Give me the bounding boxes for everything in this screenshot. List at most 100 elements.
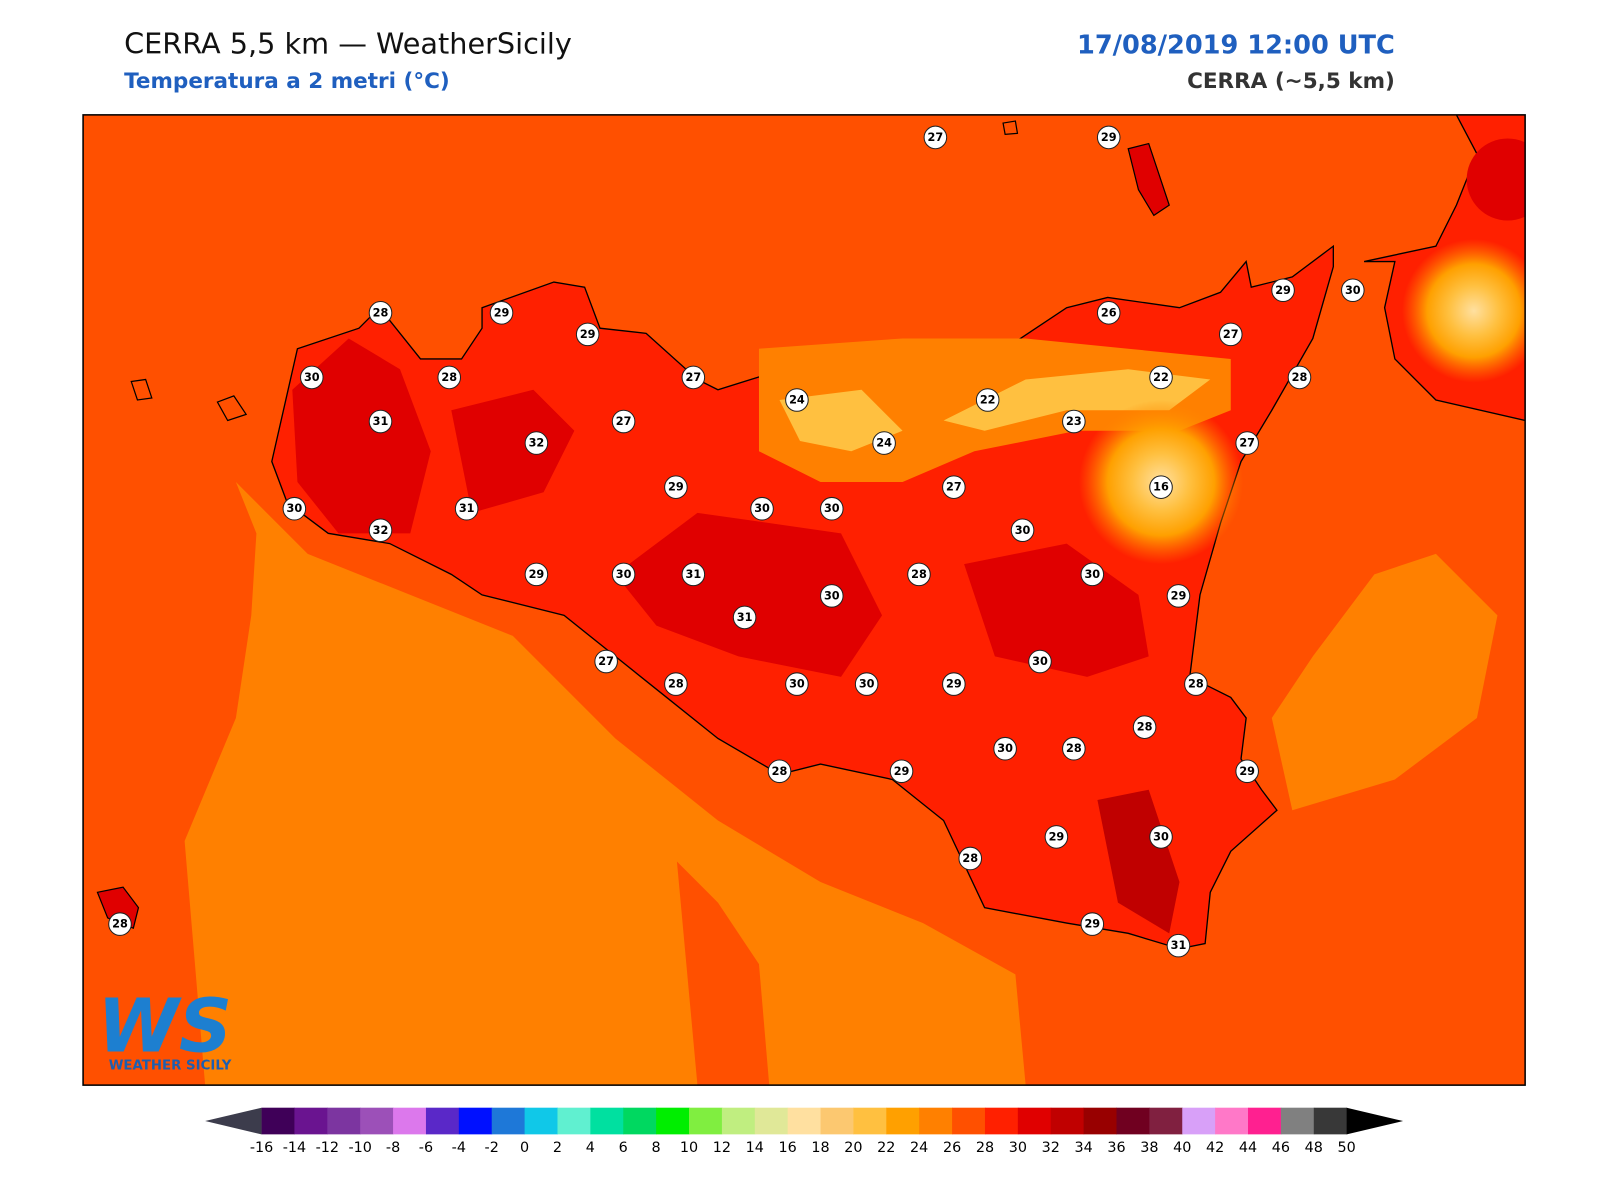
island (1002, 120, 1019, 136)
colorbar-swatch (557, 1107, 591, 1135)
colorbar-swatch (656, 1107, 690, 1135)
colorbar-swatch (524, 1107, 558, 1135)
station-marker (1149, 475, 1173, 499)
datetime: 17/08/2019 12:00 UTC (1077, 30, 1395, 60)
colorbar-tick-label: 50 (1338, 1140, 1356, 1156)
station-value: 30 (1032, 655, 1048, 668)
colorbar-swatch (1280, 1107, 1315, 1135)
station-value: 22 (980, 394, 996, 407)
station-value: 27 (616, 415, 632, 428)
colorbar-swatch (689, 1107, 723, 1135)
station-value: 28 (962, 852, 978, 865)
title: CERRA 5,5 km — WeatherSicily (124, 26, 572, 60)
station-marker (872, 431, 896, 455)
station-value: 28 (1066, 742, 1082, 755)
station-value: 30 (287, 502, 303, 515)
station-value: 31 (737, 611, 753, 624)
station-value: 28 (1137, 721, 1153, 734)
station-value: 28 (112, 918, 128, 931)
station-marker (664, 672, 688, 696)
colorbar-tick-label: 22 (877, 1140, 895, 1156)
colorbar-swatch (425, 1107, 460, 1135)
station-marker (785, 388, 809, 412)
colorbar-swatch (294, 1107, 328, 1135)
colorbar-tick-label: 36 (1107, 1140, 1125, 1156)
station-value: 30 (1345, 284, 1361, 297)
station-value: 29 (1049, 830, 1065, 843)
colorbar-swatch (787, 1107, 822, 1135)
field-hot (615, 512, 883, 677)
station-marker (854, 672, 879, 696)
station-marker (1062, 409, 1086, 434)
station-value: 30 (997, 742, 1013, 755)
station-marker (1080, 562, 1105, 587)
colorbar-tick-label: 6 (619, 1140, 628, 1156)
station-marker (575, 322, 600, 347)
colorbar-swatch (1215, 1107, 1249, 1135)
colorbar-tick-label: -14 (283, 1140, 306, 1156)
station-value: 28 (772, 765, 788, 778)
station-marker (1166, 933, 1191, 958)
station-value: 30 (824, 502, 840, 515)
station-value: 16 (1153, 481, 1169, 494)
map-frame (82, 114, 1526, 1086)
field-calabria-cool (1402, 238, 1526, 383)
station-value: 31 (1171, 939, 1187, 952)
colorbar-tick-label: 28 (976, 1140, 994, 1156)
station-marker (1010, 518, 1035, 543)
station-marker (942, 475, 966, 499)
station-value: 22 (1153, 371, 1169, 384)
colorbar-tick-label: 16 (779, 1140, 797, 1156)
colorbar-swatch (360, 1107, 394, 1135)
station-value: 29 (1239, 765, 1255, 778)
colorbar-tick-label: -10 (348, 1140, 371, 1156)
colorbar-tick-label: -4 (452, 1140, 466, 1156)
station-value: 24 (789, 394, 805, 407)
station-marker (1166, 584, 1191, 608)
station-value: 23 (1066, 415, 1082, 428)
island (130, 378, 153, 401)
station-value: 28 (668, 678, 684, 691)
station-value: 30 (1153, 830, 1169, 843)
logo-caption: WEATHER SICILY (109, 1059, 232, 1074)
station-marker (524, 431, 549, 455)
station-marker (975, 388, 1000, 412)
station-marker (750, 496, 774, 521)
station-marker (108, 912, 132, 936)
station-marker (368, 409, 393, 434)
colorbar-tick-label: 46 (1272, 1140, 1290, 1156)
station-value: 30 (754, 502, 770, 515)
subtitle: Temperatura a 2 metri (°C) (124, 69, 450, 94)
station-value: 29 (1084, 918, 1100, 931)
colorbar-tick-label: -12 (316, 1140, 339, 1156)
station-value: 29 (894, 765, 910, 778)
colorbar-swatch (393, 1107, 427, 1135)
station-marker (664, 475, 688, 499)
colorbar: -16 -14 -12 -10 -8 -6 -4 -2 0 2 4 6 8 10 12 14 16 18 20 22 2… (205, 1107, 1404, 1156)
station-value: 28 (441, 371, 457, 384)
station-marker (1028, 649, 1052, 674)
station-value: 24 (876, 437, 892, 450)
colorbar-tick-label: 12 (713, 1140, 731, 1156)
colorbar-swatch (1248, 1107, 1282, 1135)
colorbar-tick-label: 32 (1042, 1140, 1060, 1156)
station-value: 31 (685, 568, 701, 581)
station-value: 27 (685, 371, 701, 384)
field-west-hot (292, 338, 431, 534)
station-marker (1149, 825, 1173, 849)
station-marker (282, 496, 307, 521)
station-marker (785, 672, 809, 696)
colorbar-swatch (1182, 1107, 1216, 1135)
colorbar-tick-label: 20 (844, 1140, 862, 1156)
station-value: 28 (911, 568, 927, 581)
colorbar-tick-label: 0 (520, 1140, 529, 1156)
logo: WS WEATHER SICILY (97, 983, 232, 1073)
station-marker (681, 562, 706, 587)
station-marker (1341, 278, 1365, 303)
colorbar-tick-label: 14 (746, 1140, 764, 1156)
logo-mark: WS (97, 983, 232, 1069)
colorbar-swatch (919, 1107, 953, 1135)
station-marker (611, 409, 636, 434)
station-value: 27 (1239, 437, 1255, 450)
station-value: 31 (373, 415, 389, 428)
